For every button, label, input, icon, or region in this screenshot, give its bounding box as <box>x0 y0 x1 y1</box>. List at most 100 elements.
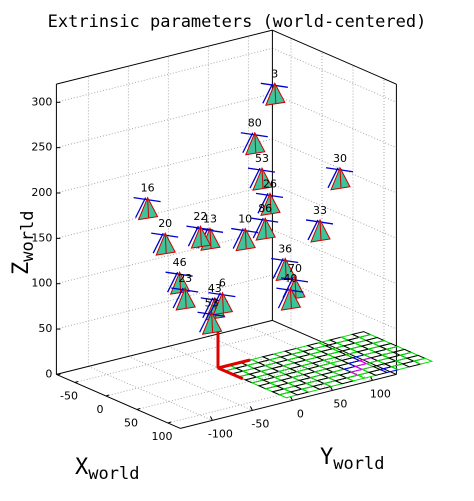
camera-edge <box>264 218 267 239</box>
camera-edge <box>294 277 297 298</box>
camera <box>276 286 304 311</box>
z-tick-label: 0 <box>45 367 52 380</box>
grid-line <box>105 341 323 397</box>
camera <box>186 224 214 249</box>
x-tick-label: -50 <box>60 390 78 403</box>
camera-edge <box>164 233 167 254</box>
camera <box>197 311 225 335</box>
camera-axis <box>209 292 221 313</box>
grid-line <box>56 47 273 103</box>
camera-label: 86 <box>258 202 272 215</box>
checkerboard-cell <box>401 360 423 368</box>
z-tick-label: 250 <box>31 141 52 154</box>
grid-line <box>74 328 292 383</box>
camera-axis <box>232 228 244 249</box>
x-tick-label: 50 <box>124 417 138 430</box>
checkerboard-cell <box>322 380 344 388</box>
grid-line <box>56 138 273 194</box>
checkerboard-cell <box>311 383 333 390</box>
camera-label: 30 <box>333 152 347 165</box>
camera-axis <box>199 311 211 333</box>
camera-label: 70 <box>288 262 302 275</box>
tick-mark <box>209 416 213 421</box>
grid-line <box>56 229 273 285</box>
camera-label: 10 <box>238 213 252 226</box>
z-tick-label: 200 <box>31 186 52 199</box>
camera <box>260 82 288 106</box>
grid-line <box>136 355 354 410</box>
z-tick-label: 150 <box>31 231 52 244</box>
chart-title: Extrinsic parameters (world-centered) <box>48 12 427 32</box>
grid-line <box>56 183 273 239</box>
grid-line <box>167 368 385 424</box>
camera-edge <box>147 197 150 218</box>
camera-edge <box>199 226 202 247</box>
camera-axis <box>252 217 264 239</box>
x-tick-label: 0 <box>97 403 104 416</box>
y-tick-label: -100 <box>208 427 233 440</box>
camera-edge <box>274 83 277 104</box>
checkerboard-cell <box>367 369 389 376</box>
camera-edge <box>319 219 322 240</box>
camera <box>325 166 354 191</box>
z-tick-label: 50 <box>38 322 52 335</box>
x-tick-label: 100 <box>152 430 173 443</box>
grid-line <box>56 93 273 149</box>
camera-axis <box>167 271 179 293</box>
camera-label: 36 <box>278 242 292 255</box>
y-tick-label: 100 <box>370 387 391 400</box>
camera-edge <box>284 258 287 279</box>
camera-axis <box>327 167 339 189</box>
camera-axis <box>277 287 289 309</box>
camera-label: 6 <box>219 277 226 290</box>
camera-label: 80 <box>248 117 262 130</box>
camera-axis <box>262 83 274 104</box>
camera <box>305 218 334 243</box>
camera <box>133 196 161 221</box>
camera-label: 46 <box>173 256 187 269</box>
camera-label: 20 <box>158 217 172 230</box>
camera <box>208 291 236 316</box>
z-tick-label: 300 <box>31 95 52 108</box>
x-axis-label: Xworld <box>75 455 139 484</box>
camera-label: 13 <box>203 212 217 225</box>
camera-edge <box>261 168 264 189</box>
camera-edge <box>244 228 247 249</box>
checkerboard-cell <box>300 385 322 393</box>
axis-edge <box>272 319 397 375</box>
checkerboard-cell <box>412 357 434 365</box>
camera-edge <box>289 288 292 309</box>
tick-mark <box>249 406 253 411</box>
camera <box>247 166 276 191</box>
axis-edge <box>56 319 273 375</box>
axis-edge <box>272 29 397 85</box>
world-axis <box>217 366 244 381</box>
axis-edge <box>180 373 397 429</box>
camera-label: 40 <box>283 272 297 285</box>
camera-edge <box>211 312 214 333</box>
camera-axis <box>135 197 147 218</box>
camera <box>271 257 299 282</box>
camera-edge <box>184 287 187 309</box>
camera-axis <box>187 225 199 247</box>
y-tick-label: -50 <box>251 417 269 430</box>
camera-axis <box>257 193 269 214</box>
y-tick-label: 50 <box>333 397 347 410</box>
camera-label: 43 <box>208 282 222 295</box>
camera-label: 33 <box>313 204 327 217</box>
camera-axis <box>307 219 319 241</box>
camera-axis <box>202 297 214 319</box>
camera-label: 22 <box>193 210 207 223</box>
camera-axis <box>272 258 284 279</box>
camera-axis <box>152 232 164 254</box>
camera-edge <box>339 167 342 188</box>
camera-label: 53 <box>205 296 219 309</box>
camera-edge <box>269 193 272 214</box>
camera-edge <box>254 132 257 153</box>
camera-label: 16 <box>141 182 155 195</box>
camera-label: 26 <box>263 177 277 190</box>
camera-axis <box>242 132 254 154</box>
camera <box>171 286 199 311</box>
checkerboard-cell <box>378 366 400 374</box>
